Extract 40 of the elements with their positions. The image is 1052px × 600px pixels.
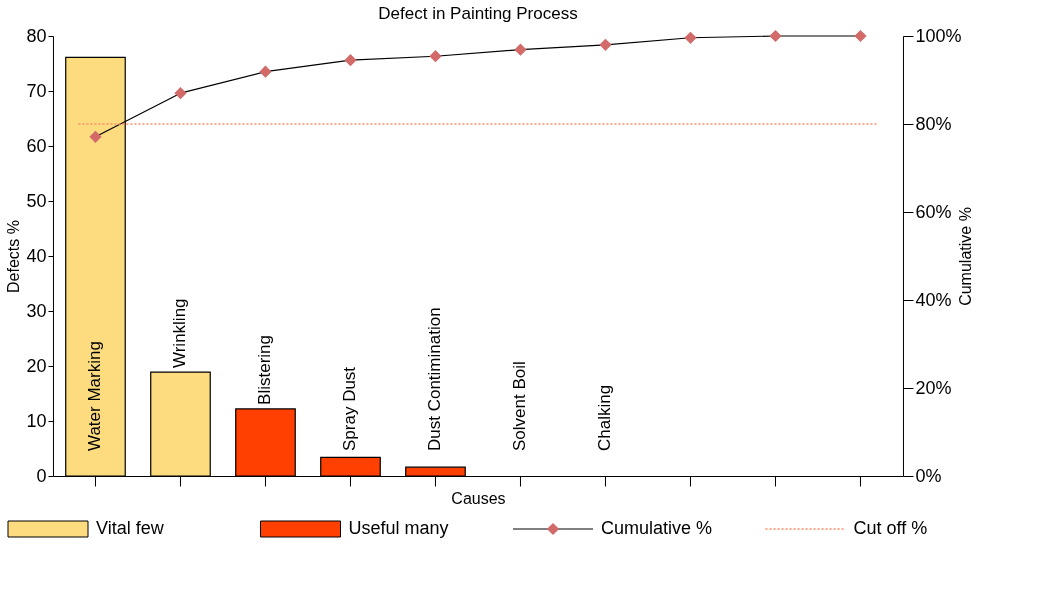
point bbox=[514, 43, 527, 56]
x-tick-label: Blistering bbox=[255, 334, 275, 405]
point bbox=[259, 65, 272, 78]
legend-label: Cut off % bbox=[853, 518, 928, 538]
y2-tick-label: 40% bbox=[915, 289, 952, 310]
y2-tick-label: 20% bbox=[915, 377, 952, 398]
x-tick-label: Water Marking bbox=[85, 341, 105, 451]
y-tick-label: 10 bbox=[26, 410, 47, 431]
point bbox=[89, 130, 102, 143]
x-axis-title: Causes bbox=[451, 490, 506, 507]
point bbox=[599, 38, 612, 51]
point bbox=[429, 50, 442, 63]
y-tick-label: 30 bbox=[26, 300, 47, 321]
legend-label: Cumulative % bbox=[601, 518, 713, 538]
y2-tick-label: 0% bbox=[915, 465, 942, 486]
legend-label: Useful many bbox=[348, 518, 449, 538]
point bbox=[174, 87, 187, 100]
x-tick-label: Spray Dust bbox=[340, 366, 360, 451]
y-tick-label: 50 bbox=[26, 190, 47, 211]
x-tick-label: Solvent Boil bbox=[510, 361, 530, 451]
y-tick-label: 60 bbox=[26, 135, 47, 156]
y-tick-label: 70 bbox=[26, 80, 47, 101]
legend-label: Vital few bbox=[96, 518, 165, 538]
y-tick-label: 80 bbox=[26, 25, 47, 46]
x-tick-label: Dust Contimination bbox=[425, 307, 445, 451]
y2-tick-label: 80% bbox=[915, 113, 952, 134]
x-tick-label: Chalking bbox=[595, 384, 615, 451]
point bbox=[684, 31, 697, 44]
point bbox=[854, 29, 867, 43]
y-axis-title: Defects % bbox=[5, 220, 23, 293]
y2-axis-title: Cumulative % bbox=[956, 207, 974, 306]
point bbox=[344, 54, 357, 67]
chart-title: Defect in Painting Process bbox=[378, 4, 578, 23]
y2-tick-label: 60% bbox=[915, 201, 952, 222]
y-tick-label: 40 bbox=[26, 245, 47, 266]
y-tick-label: 0 bbox=[36, 465, 47, 486]
y-tick-label: 20 bbox=[26, 355, 47, 376]
y2-tick-label: 100% bbox=[915, 25, 962, 46]
point bbox=[769, 29, 782, 43]
x-tick-label: Wrinkling bbox=[170, 298, 190, 369]
